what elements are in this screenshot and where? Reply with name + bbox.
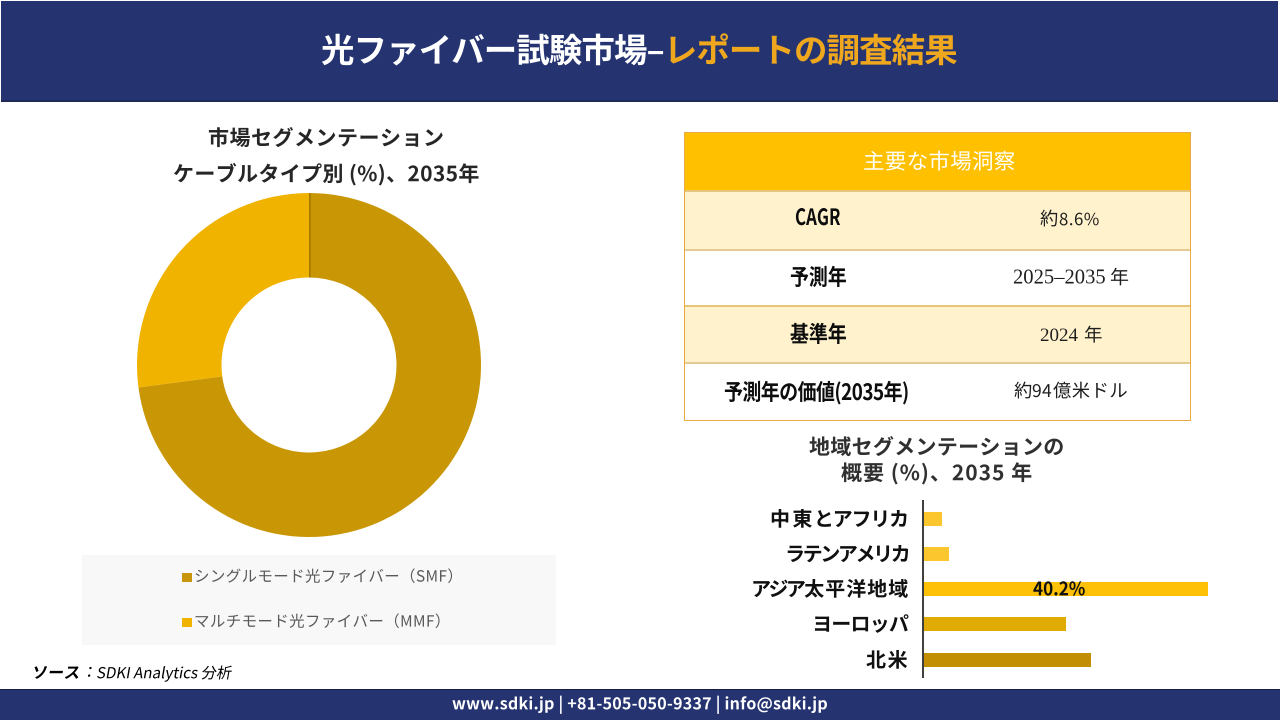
svg-text:2025–2035: 2025–2035: [1013, 266, 1106, 288]
svg-text:2024: 2024: [1040, 325, 1079, 346]
